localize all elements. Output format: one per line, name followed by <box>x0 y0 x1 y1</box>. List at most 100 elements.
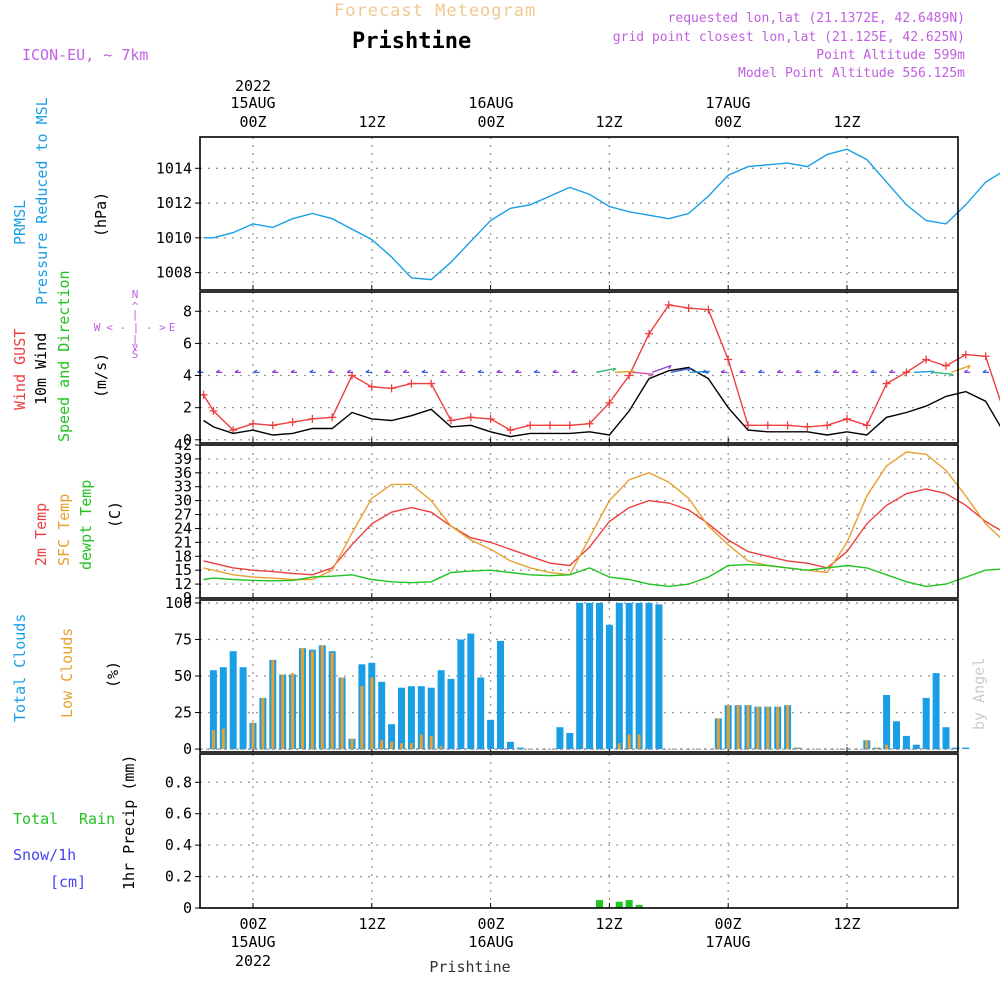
wind-arrow-head <box>963 369 968 373</box>
bar-mark <box>635 602 643 750</box>
wind-arrow-head <box>649 373 654 377</box>
wind-arrow-head <box>720 369 725 373</box>
top-tick-l2: 16AUG <box>468 94 513 112</box>
bar-mark <box>409 743 413 749</box>
wind-arrow-head <box>458 369 463 373</box>
bar-mark <box>417 686 425 749</box>
compass-west: W <box>94 321 101 334</box>
bar-mark <box>922 697 930 750</box>
bar-mark <box>912 744 920 750</box>
bottom-tick-l3: 2022 <box>235 952 271 970</box>
bar-mark <box>487 719 495 749</box>
wind-arrow-head <box>668 365 672 370</box>
gust-marker <box>625 371 634 380</box>
wind-arrow-head <box>290 369 295 373</box>
bottom-time-axis: 00Z 15AUG 2022 12Z 00Z 16AUG 12Z 00Z 17A… <box>230 915 860 970</box>
bar-mark <box>457 639 465 750</box>
compass-arrow-down: v <box>132 340 139 353</box>
gust-marker <box>407 379 416 388</box>
wind-arrow-head <box>702 369 707 373</box>
gust-marker <box>763 421 772 430</box>
gust-marker <box>843 414 851 423</box>
wind-arrow-head <box>328 369 333 373</box>
compass-horizontal: < - | - > <box>106 321 166 334</box>
bar-mark <box>746 705 750 749</box>
bar-mark <box>281 674 285 749</box>
wind-arrow-head <box>948 373 954 377</box>
bottom-tick-l1: 12Z <box>833 915 860 933</box>
wind-arrow-head <box>631 370 636 375</box>
bar-mark <box>865 740 869 750</box>
bar-mark <box>310 651 314 750</box>
location-title: Prishtine <box>352 29 471 54</box>
gust-marker <box>645 329 653 338</box>
bar-mark <box>477 677 485 750</box>
gust-marker <box>367 382 376 391</box>
low-clouds-label: Low Clouds <box>58 628 76 718</box>
top-tick-l2: 15AUG <box>230 94 275 112</box>
bar-mark <box>467 633 475 750</box>
bar-mark <box>388 724 396 749</box>
ytick-label: 42 <box>174 436 192 454</box>
wind-arrow-head <box>234 369 239 373</box>
wind-unit: (m/s) <box>92 353 110 398</box>
series-line <box>203 488 1000 576</box>
panel-frame <box>199 136 959 291</box>
rain-label-2: Rain <box>79 810 115 828</box>
bottom-tick-l1: 00Z <box>477 915 504 933</box>
top-tick-l3: 00Z <box>477 113 504 131</box>
bar-mark <box>726 705 730 749</box>
wind-arrow-head <box>758 369 763 373</box>
wind-direction-arrow <box>633 371 654 375</box>
series-line <box>203 563 1000 588</box>
bar-mark <box>390 741 394 750</box>
wind-arrow-head <box>365 369 370 373</box>
ytick-label: 30 <box>174 492 192 510</box>
requested-coords: requested lon,lat (21.1372E, 42.6489N) <box>668 11 965 26</box>
bottom-tick-l1: 00Z <box>239 915 266 933</box>
bar-mark <box>596 900 603 908</box>
ytick-label: 15 <box>174 561 192 579</box>
prmsl-label: PRMSL <box>11 200 29 245</box>
wind-arrow-head <box>889 369 894 373</box>
top-tick-l2: 17AUG <box>705 94 750 112</box>
bar-mark <box>875 747 879 750</box>
bar-mark <box>370 677 374 750</box>
bar-mark <box>427 687 435 750</box>
gust-marker <box>565 421 574 430</box>
gust-label: Wind GUST <box>11 329 29 410</box>
bar-mark <box>219 667 227 749</box>
credit-watermark: by Angel <box>970 658 988 730</box>
temp-unit: (C) <box>106 501 124 528</box>
bar-mark <box>251 722 255 750</box>
ytick-label: 0 <box>183 431 192 449</box>
gust-marker <box>268 421 277 430</box>
ytick-label: 4 <box>183 367 192 385</box>
ytick-label: 1008 <box>156 264 192 282</box>
gust-marker <box>605 398 614 407</box>
bar-mark <box>437 670 445 750</box>
gust-marker <box>288 418 297 427</box>
wind-direction-arrow <box>932 371 953 375</box>
wind-direction-arrow <box>951 364 971 373</box>
bar-mark <box>932 673 940 750</box>
wind-arrow-head <box>496 369 501 373</box>
bottom-tick-l1: 12Z <box>595 915 622 933</box>
wind-arrow-head <box>571 369 576 373</box>
compass-bar-up: | <box>132 308 139 321</box>
gust-marker <box>308 414 317 423</box>
wind-arrow-head <box>687 367 692 372</box>
wind-direction-arrow <box>614 370 635 373</box>
compass-arrow-up: ^ <box>132 300 139 313</box>
bar-mark <box>615 901 623 908</box>
snow-label: Snow/1h <box>13 846 76 864</box>
ytick-label: 18 <box>174 547 192 565</box>
bar-mark <box>635 904 643 908</box>
wind-direction-arrow <box>652 364 672 373</box>
wind-arrow-head <box>552 369 557 373</box>
gust-marker <box>823 421 832 430</box>
temp2m-label: 2m Temp <box>32 503 50 566</box>
bar-mark <box>506 741 514 750</box>
wind-arrow-head <box>440 369 445 373</box>
series-line <box>202 304 1000 431</box>
